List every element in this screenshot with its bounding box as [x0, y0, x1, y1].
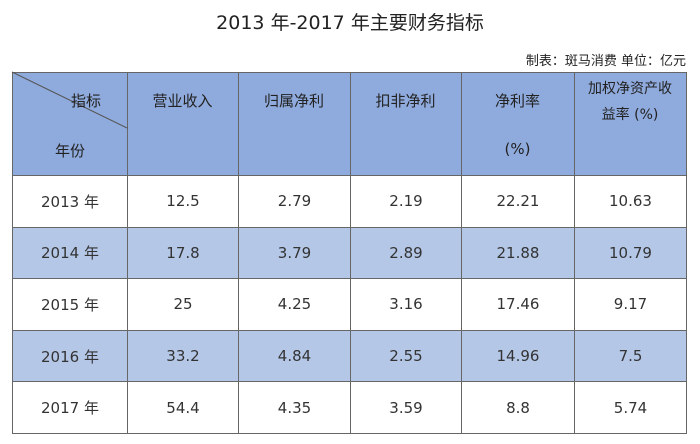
table-cell: 14.96	[461, 329, 575, 383]
table-cell: 33.2	[127, 329, 239, 383]
table-cell: 5.74	[574, 381, 687, 434]
column-header: 净利率	[494, 92, 541, 110]
column-header: 营业收入	[152, 92, 213, 110]
title: 2013 年-2017 年主要财务指标	[216, 12, 484, 34]
row-label: 2015 年	[12, 278, 128, 331]
column-header: 益率 (%)	[601, 107, 659, 123]
column-header: (%)	[504, 140, 531, 158]
header-cell	[127, 72, 239, 176]
note: 制表：斑马消费 单位：亿元	[525, 54, 686, 69]
table-cell: 7.5	[574, 329, 687, 383]
table-cell: 17.46	[461, 278, 575, 331]
table-cell: 10.79	[574, 226, 687, 280]
table-cell: 2.19	[350, 175, 462, 228]
table-cell: 17.8	[127, 226, 239, 280]
table-cell: 2.79	[238, 175, 351, 228]
header-cell	[238, 72, 351, 176]
table-cell: 8.8	[461, 381, 575, 434]
table-cell: 4.84	[238, 329, 351, 383]
header-cell	[574, 72, 687, 176]
column-header: 扣非净利	[375, 92, 436, 110]
row-label: 2014 年	[12, 226, 128, 280]
table-cell: 21.88	[461, 226, 575, 280]
table-cell: 3.16	[350, 278, 462, 331]
table-cell: 3.79	[238, 226, 351, 280]
column-header: 加权净资产收	[588, 81, 672, 97]
table-cell: 54.4	[127, 381, 239, 434]
table-cell: 22.21	[461, 175, 575, 228]
row-label: 2016 年	[12, 329, 128, 383]
corner-bottom: 年份	[54, 142, 86, 160]
column-header: 归属净利	[263, 92, 325, 110]
row-label: 2013 年	[12, 175, 128, 228]
table-cell: 9.17	[574, 278, 687, 331]
table-cell: 3.59	[350, 381, 462, 434]
table-cell: 12.5	[127, 175, 239, 228]
table-cell: 4.35	[238, 381, 351, 434]
header-cell	[461, 72, 575, 176]
table-cell: 2.55	[350, 329, 462, 383]
corner-top: 指标	[70, 92, 102, 110]
table-cell: 25	[127, 278, 239, 331]
table-cell: 10.63	[574, 175, 687, 228]
header-cell	[350, 72, 462, 176]
table-cell: 4.25	[238, 278, 351, 331]
row-label: 2017 年	[12, 381, 128, 434]
table-cell: 2.89	[350, 226, 462, 280]
